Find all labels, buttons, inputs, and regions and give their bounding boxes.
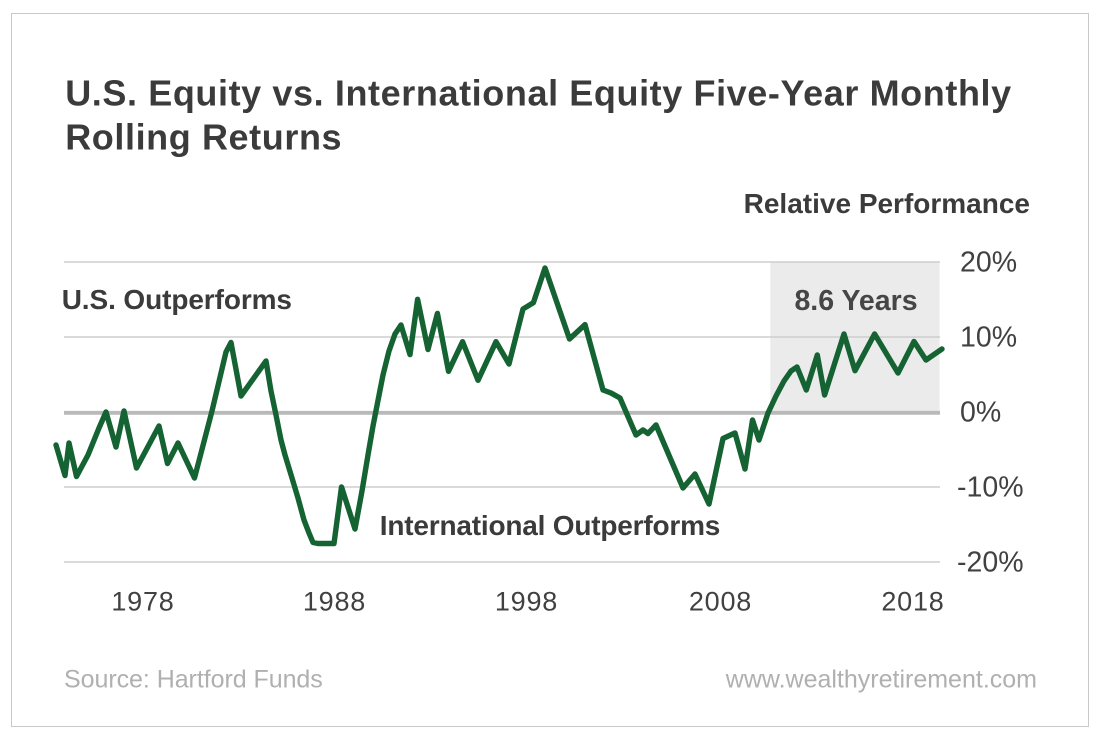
svg-text:Rolling Returns: Rolling Returns (65, 117, 342, 158)
svg-text:1998: 1998 (495, 586, 558, 616)
svg-text:Source: Hartford Funds: Source: Hartford Funds (64, 666, 323, 694)
svg-text:1988: 1988 (303, 586, 366, 616)
svg-text:8.6 Years: 8.6 Years (794, 285, 917, 317)
svg-text:International Outperforms: International Outperforms (380, 510, 720, 541)
svg-text:0%: 0% (960, 397, 1001, 429)
svg-text:www.wealthyretirement.com: www.wealthyretirement.com (725, 666, 1037, 694)
svg-text:1978: 1978 (111, 586, 174, 616)
svg-text:2018: 2018 (881, 586, 944, 616)
svg-text:U.S. Equity vs. International: U.S. Equity vs. International Equity Fiv… (65, 73, 1012, 114)
svg-text:U.S. Outperforms: U.S. Outperforms (62, 284, 292, 315)
svg-text:Relative Performance: Relative Performance (744, 188, 1030, 219)
svg-text:-10%: -10% (957, 472, 1024, 504)
svg-text:20%: 20% (960, 246, 1017, 278)
svg-text:2008: 2008 (689, 586, 752, 616)
svg-text:10%: 10% (960, 321, 1017, 353)
svg-text:-20%: -20% (957, 547, 1024, 579)
